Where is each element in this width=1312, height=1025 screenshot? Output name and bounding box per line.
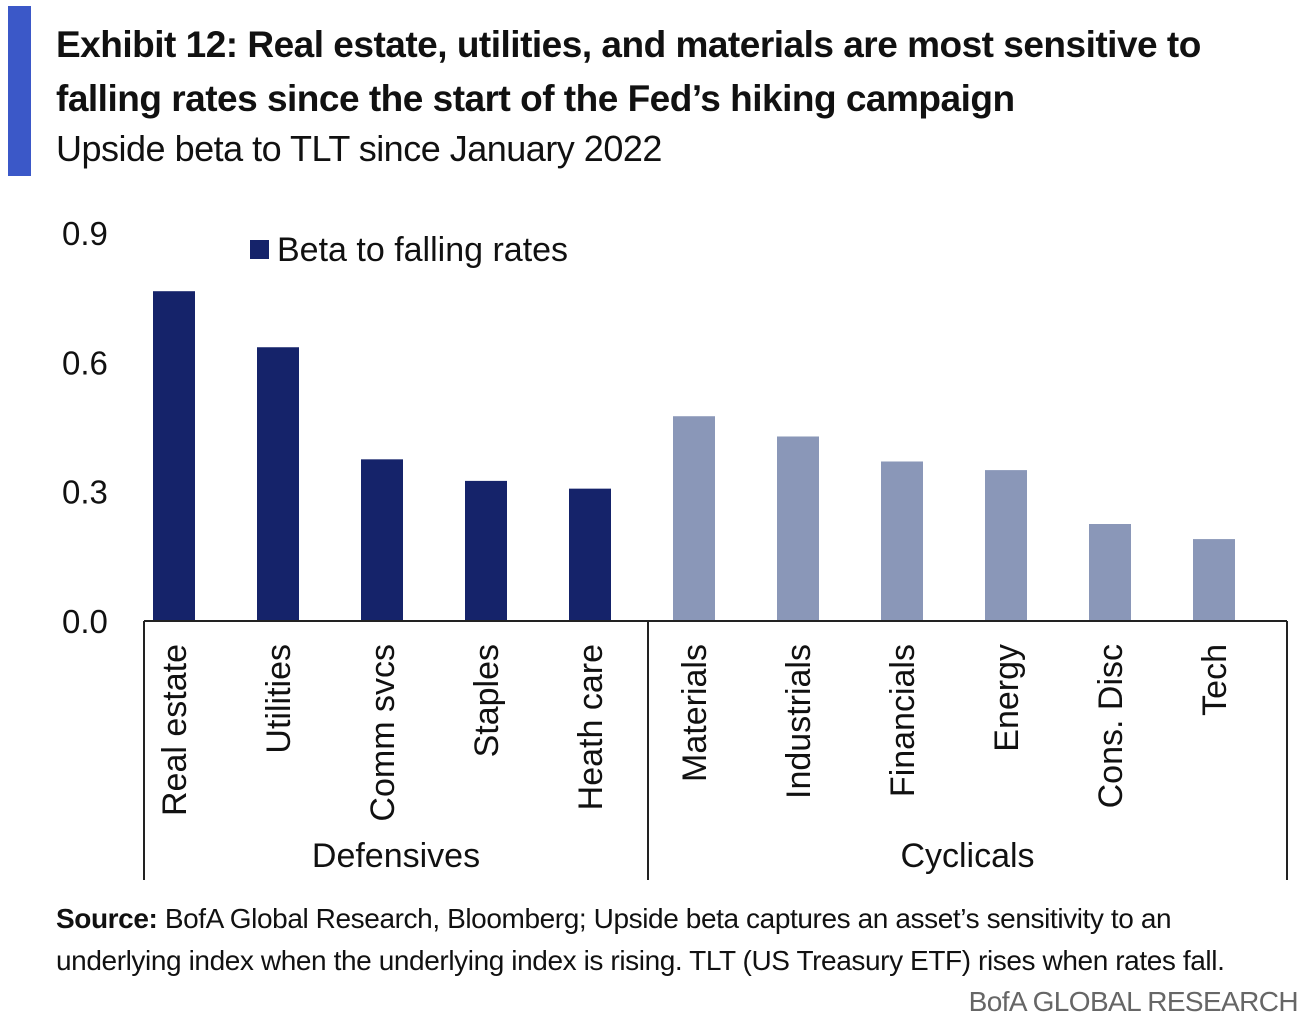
source-footnote: Source: BofA Global Research, Bloomberg;… — [56, 898, 1296, 982]
bar-materials — [673, 416, 715, 621]
x-tick-label: Tech — [1196, 644, 1234, 716]
bar-utilities — [257, 347, 299, 621]
chart-subtitle: Upside beta to TLT since January 2022 — [56, 128, 662, 169]
bar-industrials — [777, 436, 819, 621]
bar-real-estate — [153, 291, 195, 621]
legend-swatch — [250, 240, 269, 259]
bar-energy — [985, 470, 1027, 621]
chart-title: Exhibit 12: Real estate, utilities, and … — [56, 24, 1201, 119]
y-tick-label: 0.0 — [62, 603, 108, 640]
x-tick-label: Utilities — [260, 644, 298, 754]
source-text: BofA Global Research, Bloomberg; Upside … — [56, 903, 1225, 976]
bar-comm-svcs — [361, 459, 403, 621]
brand-watermark: BofA GLOBAL RESEARCH — [968, 986, 1299, 1017]
bar-heath-care — [569, 488, 611, 621]
bar-cons-disc — [1089, 524, 1131, 621]
x-tick-label: Energy — [988, 644, 1026, 752]
bar-chart: 0.0 0.3 0.6 0.9 Real estate Utilities Comm svc… — [62, 215, 1288, 880]
bar-staples — [465, 480, 507, 621]
y-tick-label: 0.6 — [62, 344, 108, 381]
x-tick-label: Materials — [676, 644, 714, 782]
legend-label: Beta to falling rates — [277, 231, 568, 269]
y-tick-label: 0.9 — [62, 215, 108, 252]
x-tick-label: Staples — [468, 644, 506, 757]
x-tick-label: Cons. Disc — [1092, 644, 1130, 808]
group-label: Cyclicals — [900, 837, 1034, 875]
x-tick-label: Industrials — [780, 644, 818, 799]
x-tick-label: Financials — [884, 644, 922, 797]
x-tick-label: Comm svcs — [364, 644, 402, 822]
y-tick-label: 0.3 — [62, 474, 108, 511]
x-tick-label: Real estate — [156, 644, 194, 816]
bar-financials — [881, 461, 923, 621]
bar-tech — [1193, 539, 1235, 621]
source-label: Source: — [56, 903, 158, 934]
accent-bar — [8, 6, 31, 176]
x-tick-label: Heath care — [572, 644, 610, 810]
group-label: Defensives — [312, 837, 480, 875]
